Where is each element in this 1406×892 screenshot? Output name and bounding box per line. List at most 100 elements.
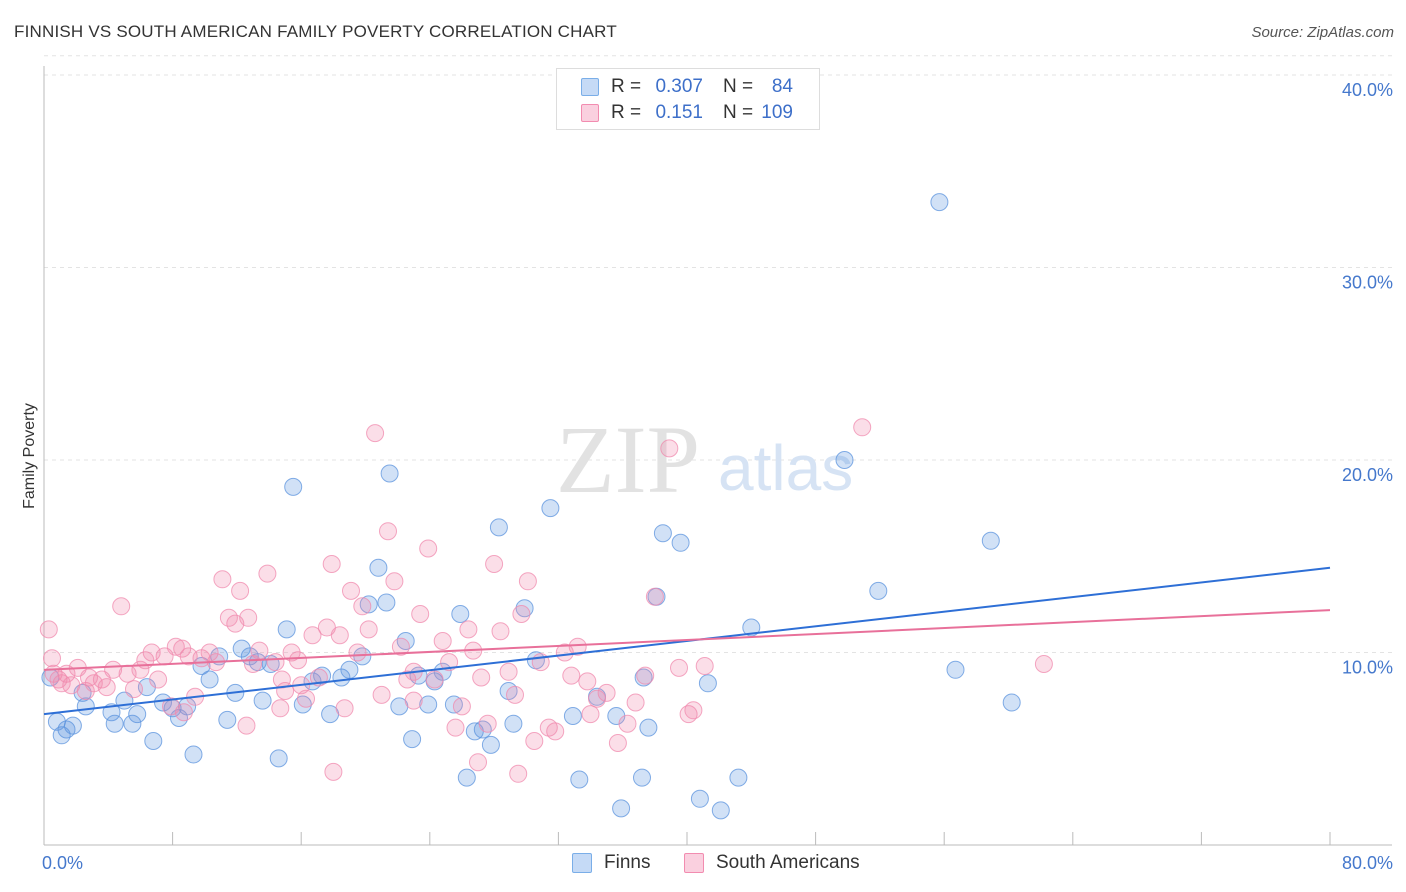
data-point bbox=[546, 722, 565, 741]
data-point bbox=[419, 539, 438, 558]
chart-source: Source: ZipAtlas.com bbox=[1251, 24, 1394, 41]
data-point bbox=[258, 564, 277, 583]
data-point bbox=[123, 714, 142, 733]
data-point bbox=[660, 439, 679, 458]
data-point bbox=[581, 705, 600, 724]
data-point bbox=[303, 626, 322, 645]
data-point bbox=[340, 660, 359, 679]
correlation-legend: R = 0.307 N = 84 R = 0.151 N = 109 bbox=[556, 68, 820, 130]
data-point bbox=[213, 570, 232, 589]
data-point bbox=[231, 581, 250, 600]
legend-n-label: N = bbox=[723, 102, 754, 123]
data-point bbox=[981, 531, 1000, 550]
data-point bbox=[698, 674, 717, 693]
data-point bbox=[433, 632, 452, 650]
data-point bbox=[504, 714, 523, 733]
data-point bbox=[518, 572, 537, 591]
data-point bbox=[633, 768, 651, 787]
data-point bbox=[473, 720, 492, 739]
legend-label-south-americans: South Americans bbox=[716, 852, 860, 873]
data-point bbox=[612, 799, 631, 818]
data-point bbox=[570, 770, 589, 789]
data-point bbox=[690, 789, 709, 808]
y-tick-label: 20.0% bbox=[1342, 465, 1393, 485]
series-legend: Finns South Americans bbox=[0, 852, 1406, 878]
data-point bbox=[568, 637, 587, 656]
data-point bbox=[237, 716, 256, 735]
legend-r-label: R = bbox=[611, 102, 642, 123]
data-point bbox=[472, 668, 491, 687]
data-point bbox=[869, 581, 888, 600]
data-point bbox=[653, 524, 672, 543]
data-point bbox=[451, 605, 470, 623]
data-point bbox=[515, 599, 534, 618]
data-point bbox=[563, 707, 582, 725]
legend-item-finns[interactable]: Finns bbox=[572, 852, 650, 874]
data-point bbox=[269, 749, 288, 768]
data-point bbox=[253, 691, 272, 710]
data-point bbox=[342, 581, 360, 600]
data-point bbox=[377, 593, 396, 612]
data-point bbox=[348, 643, 367, 662]
data-point bbox=[1034, 655, 1053, 673]
data-point bbox=[440, 653, 459, 672]
legend-n-label: N = bbox=[723, 76, 754, 97]
data-point bbox=[271, 699, 290, 718]
data-point bbox=[239, 608, 258, 627]
data-point bbox=[353, 597, 372, 616]
grid-lines bbox=[44, 55, 1392, 653]
watermark-atlas: atlas bbox=[718, 432, 853, 504]
data-point bbox=[128, 705, 147, 724]
legend-swatch-south-americans bbox=[684, 853, 704, 873]
legend-item-south-americans[interactable]: South Americans bbox=[684, 852, 860, 874]
data-point bbox=[284, 477, 303, 496]
data-point bbox=[200, 643, 219, 662]
data-point bbox=[149, 670, 168, 689]
data-point bbox=[853, 418, 872, 437]
legend-label-finns: Finns bbox=[604, 852, 651, 873]
chart-title: FINNISH VS SOUTH AMERICAN FAMILY POVERTY… bbox=[14, 22, 617, 41]
data-point bbox=[102, 703, 121, 722]
data-point bbox=[459, 620, 478, 639]
data-point bbox=[380, 464, 399, 483]
y-tick-label: 10.0% bbox=[1342, 658, 1393, 678]
data-point bbox=[277, 620, 296, 639]
data-point bbox=[419, 695, 438, 714]
data-point bbox=[481, 735, 500, 754]
data-point bbox=[684, 701, 703, 720]
data-point bbox=[282, 643, 301, 662]
data-point bbox=[670, 658, 688, 677]
tick-labels: 10.0% 20.0% 30.0% 40.0% 0.0% 80.0% bbox=[42, 80, 1393, 873]
data-point bbox=[398, 670, 417, 689]
data-point bbox=[359, 595, 378, 614]
data-point bbox=[506, 685, 524, 704]
data-point bbox=[491, 622, 510, 641]
data-point bbox=[105, 714, 124, 733]
data-point bbox=[512, 605, 531, 623]
watermark-zip: ZIP bbox=[556, 406, 700, 513]
data-point bbox=[366, 424, 385, 443]
data-point bbox=[266, 653, 285, 672]
legend-r-label: R = bbox=[611, 76, 642, 97]
data-point bbox=[369, 558, 388, 577]
data-point bbox=[184, 745, 203, 764]
data-point bbox=[97, 678, 116, 697]
legend-n-value: 84 bbox=[771, 76, 793, 97]
data-point bbox=[499, 662, 518, 681]
data-point bbox=[446, 718, 465, 737]
legend-row-south-americans: R = 0.151 N = 109 bbox=[581, 101, 793, 125]
data-point bbox=[469, 753, 487, 772]
trend-line bbox=[43, 609, 1331, 671]
data-point bbox=[509, 764, 528, 783]
data-point bbox=[946, 660, 965, 679]
trend-lines bbox=[43, 566, 1331, 716]
data-point bbox=[330, 626, 349, 645]
axes bbox=[43, 66, 1392, 846]
legend-row-finns: R = 0.307 N = 84 bbox=[581, 75, 793, 99]
data-point bbox=[297, 689, 315, 708]
data-point bbox=[313, 666, 332, 685]
data-point bbox=[578, 672, 597, 691]
data-point bbox=[597, 683, 616, 702]
data-point bbox=[218, 710, 237, 729]
data-point bbox=[608, 734, 627, 752]
